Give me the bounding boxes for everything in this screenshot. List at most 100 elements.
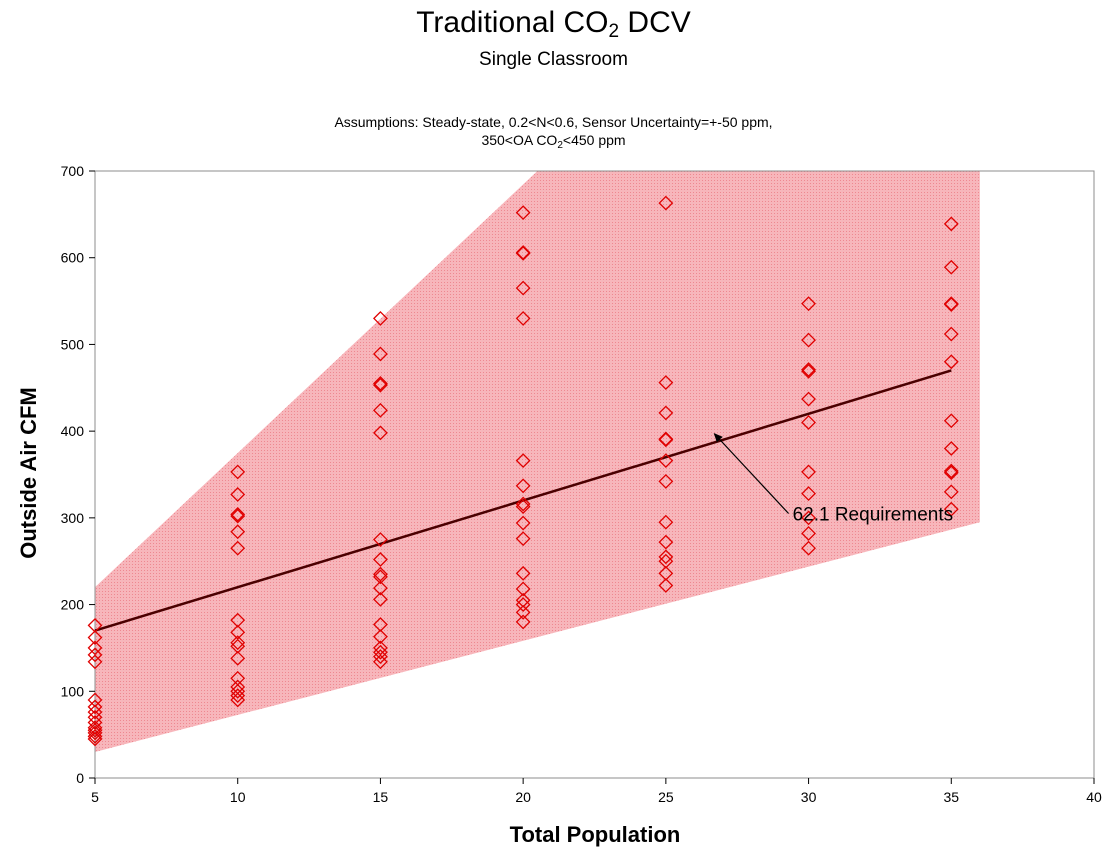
uncertainty-band [95,171,980,752]
data-point [373,580,388,596]
y-tick-label: 0 [76,770,84,786]
y-tick-label: 600 [61,250,85,266]
data-point [87,699,103,715]
x-tick-label: 30 [801,789,817,805]
data-point [230,540,246,556]
data-point [943,441,959,456]
assumptions-line-2: 350<OA CO2<450 ppm [481,132,626,151]
data-point [801,486,816,501]
data-point [87,630,103,645]
data-point [230,688,246,704]
data-point [230,464,246,480]
data-point [373,644,388,660]
data-point [515,604,531,620]
x-tick-label: 15 [373,789,389,805]
data-point [230,692,246,708]
data-point [658,375,674,391]
data-point [658,549,674,565]
data-point [658,534,674,550]
data-point [658,405,674,421]
data-point [373,377,388,393]
data-point [658,432,674,448]
data-point [373,654,388,670]
data-point [515,478,531,494]
data-point [515,310,531,326]
data-point [373,569,388,585]
x-tick-label: 35 [943,789,959,805]
data-point [801,510,816,526]
x-axis-label: Total Population [509,822,681,847]
data-point [373,310,388,326]
data-point [87,647,103,663]
data-point [515,280,531,296]
data-point [801,464,816,480]
data-point [801,526,816,541]
data-point [230,650,246,666]
data-point [515,581,531,597]
data-point [515,245,531,261]
data-point [801,296,816,312]
data-point [515,531,531,547]
assumptions-line-1: Assumptions: Steady-state, 0.2<N<0.6, Se… [334,114,773,130]
data-point [373,649,388,665]
data-point [230,683,246,699]
data-point [373,629,388,645]
data-point [943,501,959,517]
data-point [515,614,531,630]
data-point [230,506,246,522]
y-tick-label: 300 [61,510,85,526]
x-tick-label: 40 [1086,789,1102,805]
data-point [801,363,816,379]
data-point [515,515,531,531]
data-point [515,453,531,469]
data-point [515,499,531,515]
data-point [515,205,531,221]
data-point [658,195,674,211]
data-point [943,259,959,275]
data-point [87,720,103,736]
y-tick-label: 400 [61,423,85,439]
x-tick-label: 5 [91,789,99,805]
data-point [943,465,959,481]
data-point [801,391,816,407]
y-tick-label: 700 [61,163,85,179]
data-point [515,496,531,512]
data-point [230,524,246,540]
data-point [373,532,388,547]
plot-area-border [94,170,1095,779]
assumptions-note: Assumptions: Steady-state, 0.2<N<0.6, Se… [0,113,1107,151]
data-point [515,565,531,581]
data-point [87,725,103,741]
data-point [801,415,816,430]
data-point [658,578,674,593]
chart-subtitle: Single Classroom [479,49,628,70]
data-point [658,453,674,469]
data-point [515,597,531,612]
data-point [943,326,959,342]
data-point [373,402,388,418]
data-point [943,413,959,429]
annotation-arrow [713,433,790,514]
data-point [943,216,959,232]
data-point [87,728,103,744]
y-tick-label: 100 [61,683,85,699]
data-point [801,332,816,348]
requirement-annotation: 62.1 Requirements [793,505,954,526]
y-tick-label: 500 [61,336,85,352]
data-point [373,552,388,567]
y-axis-label: Outside Air CFM [16,387,41,559]
data-point [373,376,388,391]
data-point [373,425,388,441]
data-point [801,362,816,377]
data-point [373,591,388,607]
data-point [87,654,103,670]
data-point [230,635,246,651]
data-point [943,354,959,370]
data-point [230,487,246,502]
y-tick-label: 200 [61,597,85,613]
chart-title: Traditional CO2 DCV [416,6,691,42]
data-point [87,731,103,747]
x-tick-label: 10 [230,789,246,805]
data-point [658,514,674,530]
